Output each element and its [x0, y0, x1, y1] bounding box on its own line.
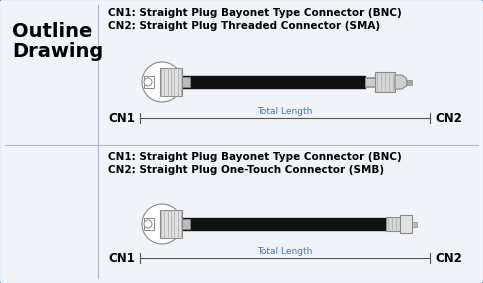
Bar [407, 80, 412, 85]
Bar [365, 77, 393, 87]
Text: Outline: Outline [12, 22, 92, 41]
Bar [182, 77, 190, 87]
Bar [160, 210, 182, 238]
Bar [182, 219, 190, 229]
Circle shape [142, 62, 182, 102]
Text: CN2: Straight Plug One-Touch Connector (SMB): CN2: Straight Plug One-Touch Connector (… [108, 165, 384, 175]
Text: CN2: Straight Plug Threaded Connector (SMA): CN2: Straight Plug Threaded Connector (S… [108, 21, 380, 31]
Bar [400, 215, 412, 233]
Polygon shape [395, 75, 407, 89]
Circle shape [144, 78, 152, 86]
Bar [144, 218, 154, 230]
Text: CN1: CN1 [108, 112, 135, 125]
Circle shape [144, 220, 152, 228]
Circle shape [142, 204, 182, 244]
Text: CN1: Straight Plug Bayonet Type Connector (BNC): CN1: Straight Plug Bayonet Type Connecto… [108, 152, 402, 162]
Bar [412, 222, 417, 226]
Bar [365, 78, 375, 86]
Bar [160, 68, 182, 96]
Text: CN1: CN1 [108, 252, 135, 265]
Text: CN1: Straight Plug Bayonet Type Connector (BNC): CN1: Straight Plug Bayonet Type Connecto… [108, 8, 402, 18]
Bar [182, 218, 386, 230]
Text: Drawing: Drawing [12, 42, 103, 61]
Bar [386, 217, 400, 231]
Bar [182, 76, 365, 88]
Text: Total Length: Total Length [257, 247, 313, 256]
Text: Total Length: Total Length [257, 107, 313, 116]
Bar [375, 72, 395, 92]
Text: CN2: CN2 [435, 112, 462, 125]
Bar [144, 76, 154, 88]
Text: CN2: CN2 [435, 252, 462, 265]
